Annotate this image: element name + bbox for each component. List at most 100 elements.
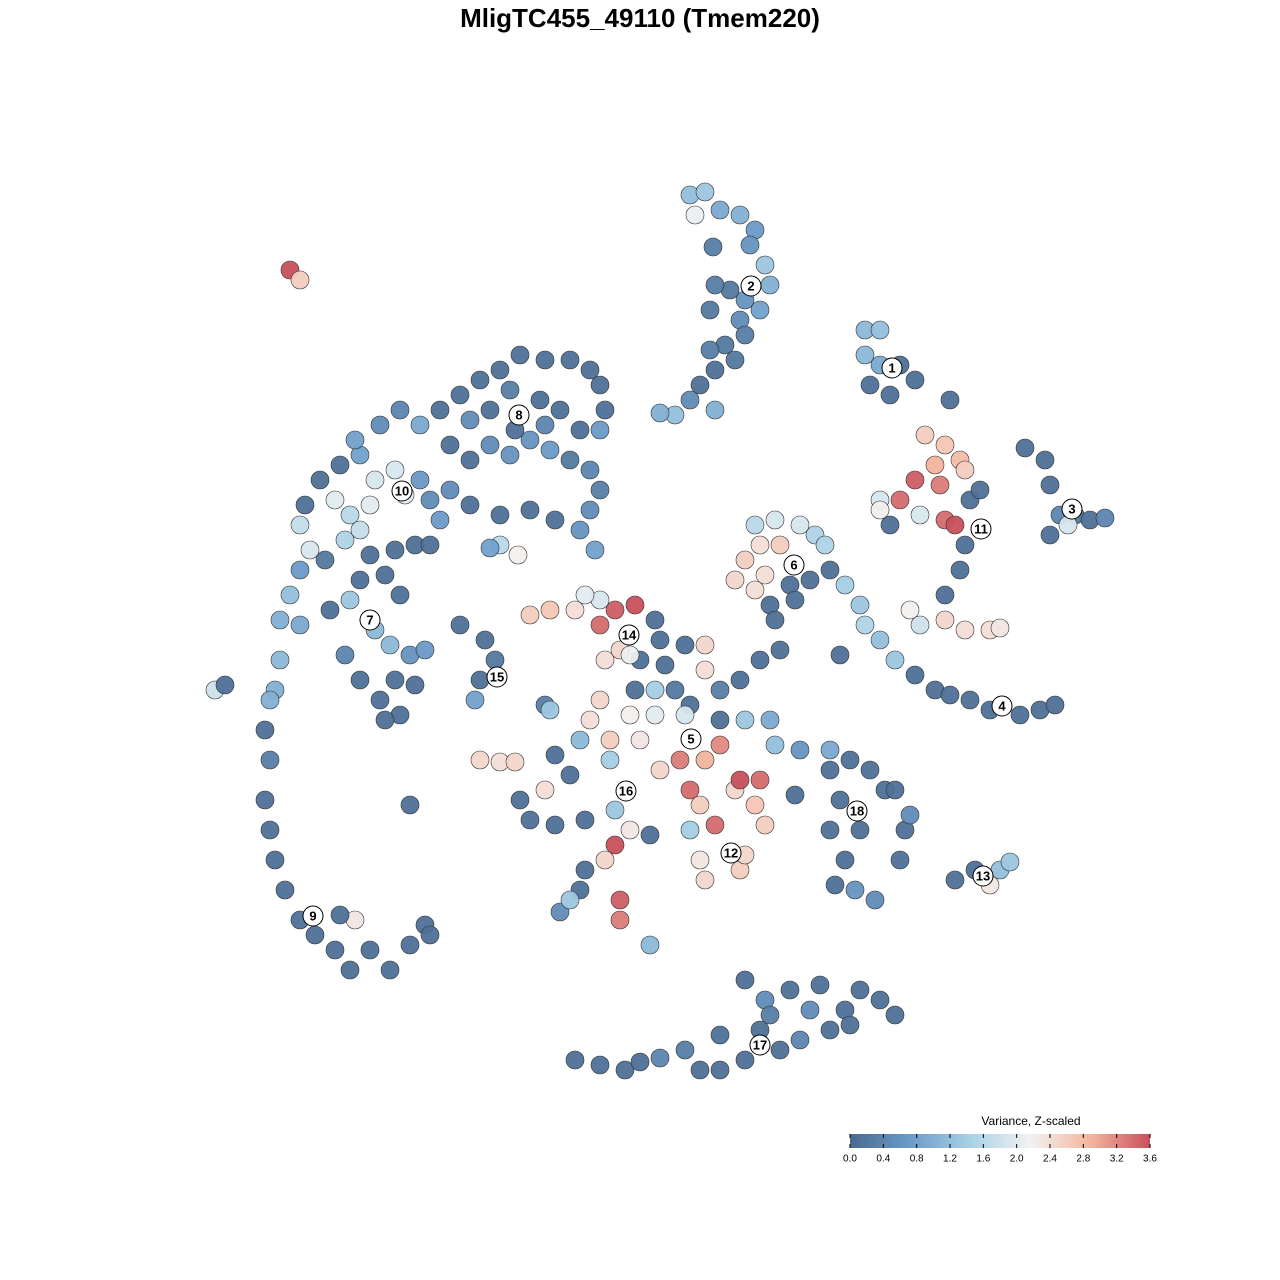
cluster-label: 11 — [974, 521, 988, 536]
point — [380, 960, 400, 980]
cluster-label: 2 — [747, 278, 754, 293]
cluster-marker — [1061, 498, 1083, 520]
point — [1040, 525, 1060, 545]
point — [535, 780, 555, 800]
point — [865, 890, 885, 910]
colorbar — [850, 1134, 1150, 1148]
point — [640, 935, 660, 955]
point — [750, 650, 770, 670]
point — [375, 710, 395, 730]
point — [790, 740, 810, 760]
point — [570, 730, 590, 750]
point — [725, 570, 745, 590]
cluster-label: 15 — [490, 669, 504, 684]
colorbar-tick-label: 0.8 — [910, 1154, 924, 1165]
point — [870, 320, 890, 340]
point — [255, 790, 275, 810]
point — [850, 820, 870, 840]
cluster-marker — [391, 480, 413, 502]
point — [565, 600, 585, 620]
point — [310, 470, 330, 490]
point — [340, 960, 360, 980]
cluster-label: 13 — [976, 868, 990, 883]
point — [575, 810, 595, 830]
point — [710, 200, 730, 220]
point — [695, 750, 715, 770]
point — [570, 420, 590, 440]
point — [350, 670, 370, 690]
point — [870, 990, 890, 1010]
cluster-label: 14 — [622, 627, 637, 642]
cluster-label: 8 — [515, 407, 522, 422]
point — [440, 480, 460, 500]
point — [650, 403, 670, 423]
point — [365, 470, 385, 490]
point — [950, 560, 970, 580]
point — [545, 745, 565, 765]
point — [560, 890, 580, 910]
point — [350, 570, 370, 590]
point — [620, 645, 640, 665]
point — [695, 635, 715, 655]
point — [270, 650, 290, 670]
cluster-marker — [486, 666, 508, 688]
point — [925, 455, 945, 475]
point — [400, 795, 420, 815]
point — [785, 785, 805, 805]
point — [703, 237, 723, 257]
point — [390, 585, 410, 605]
point — [710, 680, 730, 700]
point — [710, 1025, 730, 1045]
point — [695, 870, 715, 890]
point — [265, 850, 285, 870]
point — [680, 820, 700, 840]
point — [710, 710, 730, 730]
colorbar-tick-label: 0.4 — [876, 1154, 890, 1165]
point — [600, 730, 620, 750]
cluster-marker — [618, 624, 640, 646]
point — [260, 750, 280, 770]
point — [335, 645, 355, 665]
colorbar-tick-label: 1.2 — [943, 1154, 957, 1165]
point — [755, 255, 775, 275]
cluster-marker — [991, 695, 1013, 717]
point — [740, 235, 760, 255]
point — [280, 585, 300, 605]
point — [375, 565, 395, 585]
point — [910, 615, 930, 635]
point — [905, 665, 925, 685]
point — [830, 645, 850, 665]
point — [780, 980, 800, 1000]
point — [490, 505, 510, 525]
point — [645, 705, 665, 725]
point — [935, 435, 955, 455]
point — [890, 850, 910, 870]
colorbar-tick-label: 3.6 — [1143, 1154, 1157, 1165]
point — [625, 680, 645, 700]
point — [760, 1005, 780, 1025]
point — [885, 650, 905, 670]
point — [770, 1040, 790, 1060]
point — [275, 880, 295, 900]
point — [870, 500, 890, 520]
cluster-marker — [359, 609, 381, 631]
point — [840, 1015, 860, 1035]
point — [755, 815, 775, 835]
point — [475, 630, 495, 650]
point — [508, 545, 528, 565]
point — [380, 635, 400, 655]
point — [565, 1050, 585, 1070]
point — [935, 585, 955, 605]
point — [760, 710, 780, 730]
point — [885, 780, 905, 800]
cluster-label: 12 — [724, 845, 738, 860]
cluster-label: 5 — [687, 731, 694, 746]
point — [345, 430, 365, 450]
point — [605, 600, 625, 620]
point — [500, 380, 520, 400]
cluster-marker — [302, 905, 324, 927]
point — [710, 1060, 730, 1080]
point — [590, 420, 610, 440]
point — [325, 490, 345, 510]
point — [535, 350, 555, 370]
